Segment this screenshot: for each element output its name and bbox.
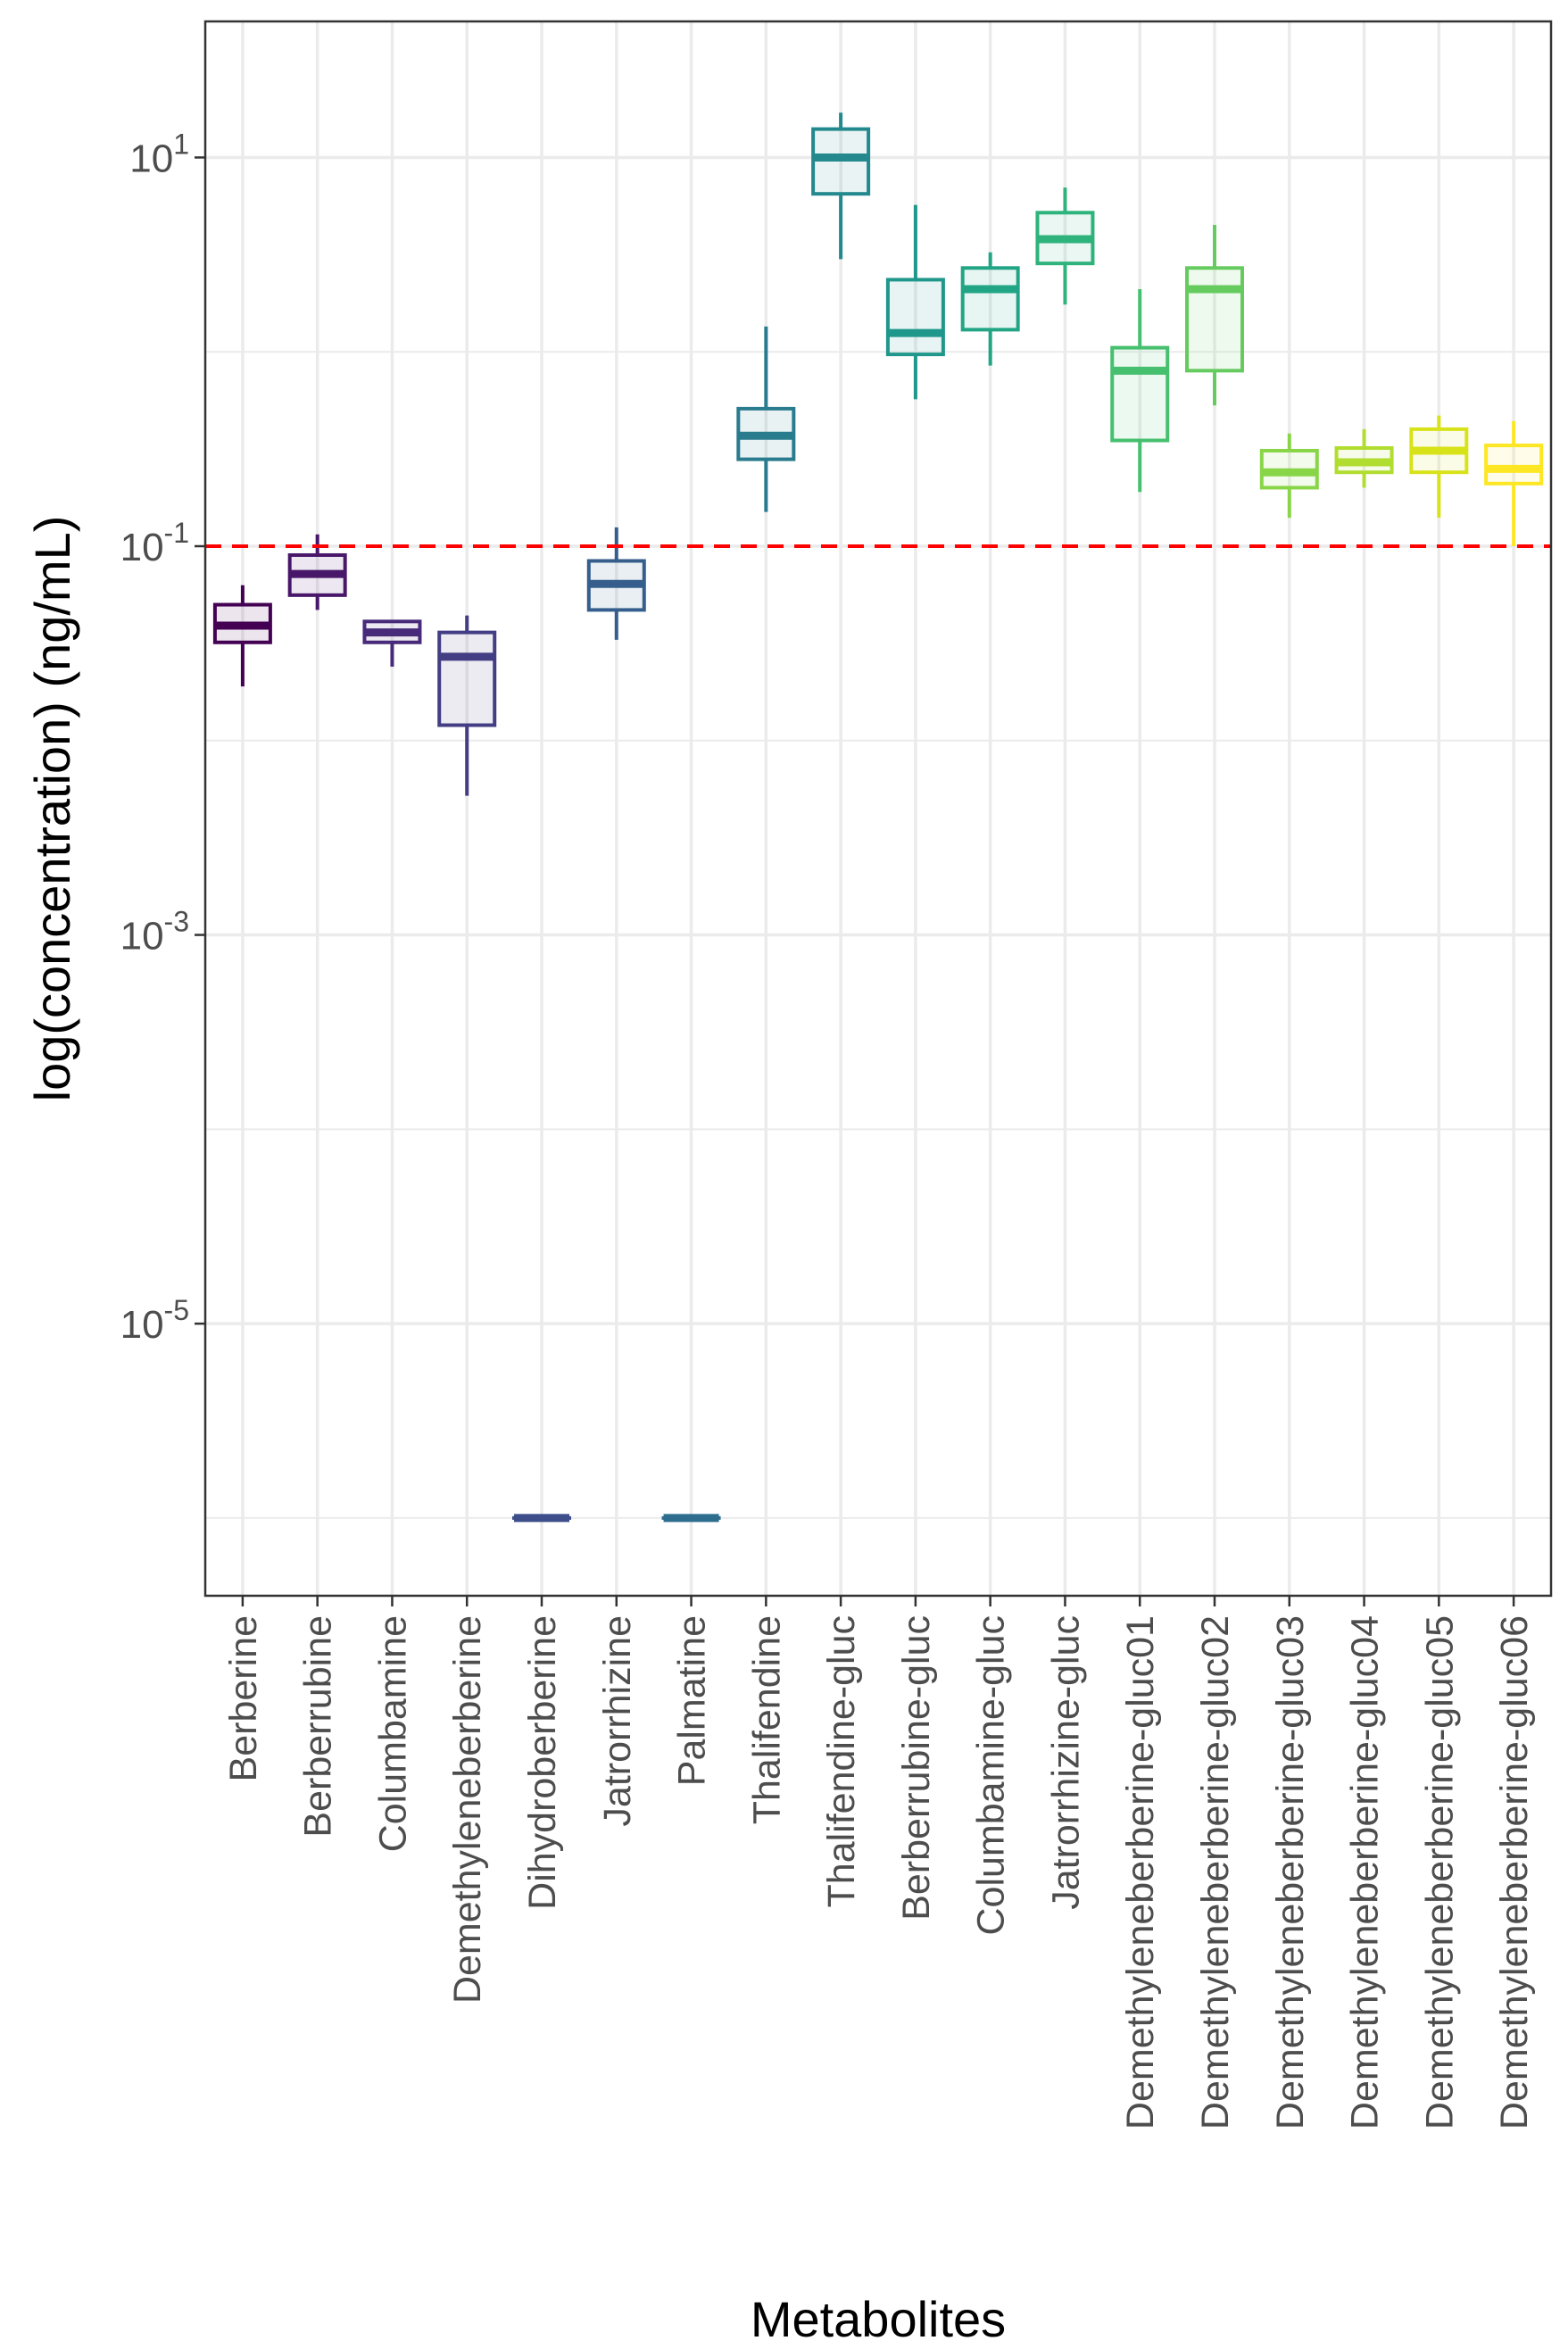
y-tick-base: 10: [120, 526, 164, 569]
box-3: [437, 615, 497, 796]
x-tick-label-17: Demethyleneberberine-gluc06: [1493, 1615, 1536, 2129]
y-tick-exponent: -3: [164, 906, 189, 938]
box-body: [1484, 444, 1544, 486]
box-11: [1035, 187, 1095, 305]
x-tick-label-15: Demethyleneberberine-gluc04: [1344, 1615, 1387, 2129]
boxes: [212, 112, 1544, 1523]
x-tick-label-14: Demethyleneberberine-gluc03: [1269, 1615, 1312, 2129]
box-8: [811, 112, 871, 260]
y-tick-base: 10: [120, 915, 164, 959]
y-tick-base: 10: [129, 137, 173, 180]
x-tick-label-11: Jatrorrhizine-gluc: [1044, 1615, 1087, 1910]
box-15: [1334, 428, 1394, 488]
box-0: [212, 585, 272, 687]
x-tick-label-3: Demethyleneberberine: [446, 1615, 489, 2004]
box-body: [960, 266, 1020, 332]
x-tick-label-1: Berberrubine: [297, 1615, 340, 1838]
box-9: [885, 204, 945, 400]
box-body: [1185, 266, 1244, 373]
x-tick-label-10: Columbamine-gluc: [970, 1615, 1013, 1936]
y-tick-exponent: -1: [164, 517, 189, 549]
box-12: [1110, 289, 1170, 493]
y-tick-label-3: 10-5: [120, 1294, 189, 1347]
x-tick-label-7: Thalifendine: [745, 1615, 788, 1824]
x-tick-label-0: Berberine: [222, 1615, 265, 1781]
box-body: [437, 630, 497, 727]
x-tick-label-12: Demethyleneberberine-gluc01: [1119, 1615, 1162, 2129]
x-tick-label-9: Berberrubine-gluc: [895, 1615, 938, 1921]
y-axis-title: log(concentration) (ng/mL): [24, 516, 80, 1102]
box-2: [362, 619, 422, 667]
x-tick-label-13: Demethyleneberberine-gluc02: [1194, 1615, 1237, 2129]
y-tick-exponent: -5: [164, 1294, 189, 1326]
panel-background: [205, 21, 1551, 1596]
box-1: [287, 534, 347, 610]
x-tick-label-5: Jatrorrhizine: [596, 1615, 639, 1827]
box-13: [1185, 224, 1244, 406]
box-body: [1110, 345, 1170, 443]
y-tick-label-0: 101: [129, 128, 189, 180]
y-tick-base: 10: [120, 1303, 164, 1347]
x-axis-ticks: Berberine Berberrubine Columbamine Demethyl…: [222, 1596, 1536, 2129]
box-17: [1484, 420, 1544, 546]
y-tick-label-1: 10-1: [120, 517, 189, 569]
x-tick-label-8: Thalifendine-gluc: [820, 1615, 863, 1907]
y-tick-label-2: 10-3: [120, 906, 189, 959]
box-10: [960, 252, 1020, 366]
y-tick-exponent: 1: [173, 128, 189, 160]
box-16: [1409, 415, 1469, 519]
grid-minor: [205, 351, 1551, 1519]
x-tick-label-6: Palmatine: [671, 1615, 714, 1786]
x-tick-label-16: Demethyleneberberine-gluc05: [1418, 1615, 1461, 2129]
x-tick-label-2: Columbamine: [371, 1615, 414, 1852]
box-5: [586, 527, 646, 640]
box-14: [1259, 433, 1319, 519]
x-tick-label-4: Dihydroberberine: [521, 1615, 564, 1910]
box-body: [885, 278, 945, 357]
panel-border: [203, 20, 1553, 1598]
box-7: [736, 326, 796, 512]
x-axis-title: Metabolites: [751, 2291, 1006, 2347]
